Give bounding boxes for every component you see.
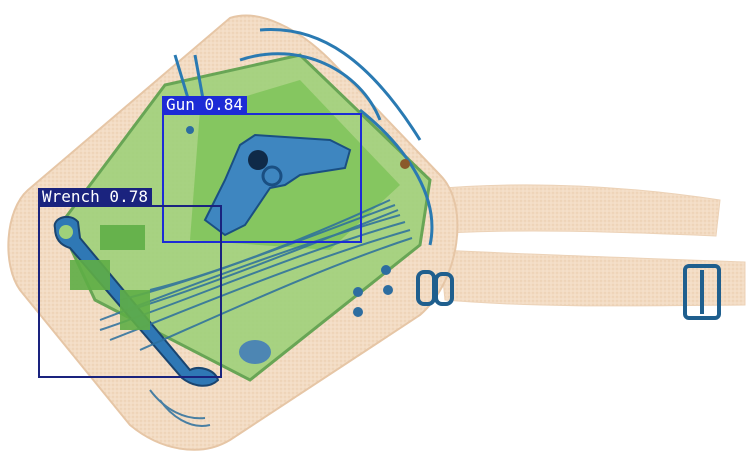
detection-box-gun: Gun 0.84 <box>162 96 362 243</box>
detection-label-wrench: Wrench 0.78 <box>38 188 152 206</box>
electronics <box>70 225 150 330</box>
detection-box-wrench: Wrench 0.78 <box>38 188 222 378</box>
buckles <box>416 264 721 320</box>
cables <box>99 199 413 427</box>
metal-bits <box>186 126 410 364</box>
bag-straps <box>419 184 746 307</box>
detection-label-gun: Gun 0.84 <box>162 96 248 114</box>
wrench-object <box>53 215 220 387</box>
gun-object <box>203 133 352 237</box>
